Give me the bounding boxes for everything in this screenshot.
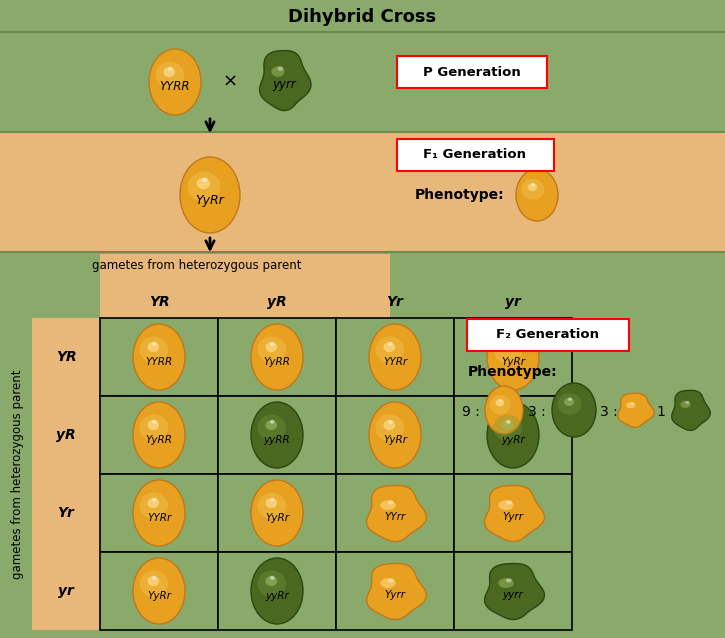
Ellipse shape <box>139 570 168 597</box>
Ellipse shape <box>188 172 220 202</box>
Ellipse shape <box>516 169 558 221</box>
Ellipse shape <box>681 401 690 408</box>
Ellipse shape <box>270 498 275 501</box>
Ellipse shape <box>388 500 394 505</box>
Text: Phenotype:: Phenotype: <box>415 188 505 202</box>
Text: F₂ Generation: F₂ Generation <box>497 329 600 341</box>
Text: yr: yr <box>58 584 74 598</box>
Ellipse shape <box>384 342 395 352</box>
Ellipse shape <box>558 393 581 415</box>
Ellipse shape <box>270 342 275 346</box>
Ellipse shape <box>278 66 283 71</box>
Ellipse shape <box>521 179 544 200</box>
Text: YyRr: YyRr <box>265 513 289 523</box>
FancyBboxPatch shape <box>32 318 100 630</box>
FancyBboxPatch shape <box>397 139 554 171</box>
Ellipse shape <box>265 576 277 586</box>
Text: YYRR: YYRR <box>160 80 190 93</box>
Text: yyrr: yyrr <box>502 590 523 600</box>
Text: 3 :: 3 : <box>528 405 546 419</box>
Ellipse shape <box>502 420 513 430</box>
Text: YR: YR <box>149 295 170 309</box>
FancyBboxPatch shape <box>336 552 454 630</box>
Ellipse shape <box>257 493 286 519</box>
Text: 3 :: 3 : <box>600 405 618 419</box>
Ellipse shape <box>265 498 277 508</box>
FancyBboxPatch shape <box>336 318 454 396</box>
Polygon shape <box>484 486 544 542</box>
Ellipse shape <box>139 415 168 441</box>
Text: YYRR: YYRR <box>146 357 173 367</box>
Ellipse shape <box>369 324 421 390</box>
FancyBboxPatch shape <box>218 552 336 630</box>
Ellipse shape <box>257 570 286 597</box>
Ellipse shape <box>531 183 535 186</box>
FancyBboxPatch shape <box>100 396 218 474</box>
Text: F₁ Generation: F₁ Generation <box>423 149 526 161</box>
Ellipse shape <box>496 399 504 406</box>
Ellipse shape <box>257 336 286 363</box>
Text: gametes from heterozygous parent: gametes from heterozygous parent <box>92 260 302 272</box>
Ellipse shape <box>265 342 277 352</box>
Ellipse shape <box>202 177 207 182</box>
Ellipse shape <box>149 49 201 115</box>
Ellipse shape <box>152 342 157 346</box>
Ellipse shape <box>139 336 168 363</box>
Ellipse shape <box>133 480 185 546</box>
Text: YyRr: YyRr <box>147 591 171 601</box>
Ellipse shape <box>155 61 184 88</box>
Ellipse shape <box>376 415 404 441</box>
Ellipse shape <box>139 493 168 519</box>
Text: 1: 1 <box>656 405 665 419</box>
Text: yR: yR <box>56 428 76 442</box>
Ellipse shape <box>257 415 286 441</box>
Text: yyRr: yyRr <box>265 591 289 601</box>
FancyBboxPatch shape <box>336 396 454 474</box>
Ellipse shape <box>152 576 157 580</box>
Ellipse shape <box>265 420 277 430</box>
Ellipse shape <box>147 576 159 586</box>
Polygon shape <box>618 393 654 427</box>
Text: P Generation: P Generation <box>423 66 521 78</box>
Ellipse shape <box>180 157 240 233</box>
Text: 9 :: 9 : <box>462 405 480 419</box>
Ellipse shape <box>485 386 523 434</box>
FancyBboxPatch shape <box>218 396 336 474</box>
Ellipse shape <box>251 324 303 390</box>
Ellipse shape <box>133 402 185 468</box>
Polygon shape <box>367 486 426 542</box>
Ellipse shape <box>568 397 572 401</box>
Ellipse shape <box>388 420 393 424</box>
Ellipse shape <box>487 402 539 468</box>
Ellipse shape <box>163 67 175 77</box>
Ellipse shape <box>147 342 159 352</box>
Text: YR: YR <box>56 350 76 364</box>
Ellipse shape <box>251 480 303 546</box>
Ellipse shape <box>251 558 303 624</box>
FancyBboxPatch shape <box>454 552 572 630</box>
Ellipse shape <box>490 395 510 414</box>
Ellipse shape <box>388 342 393 346</box>
FancyBboxPatch shape <box>454 396 572 474</box>
Text: YyRR: YyRR <box>146 435 173 445</box>
Ellipse shape <box>168 67 173 71</box>
Text: Yr: Yr <box>386 295 403 309</box>
Ellipse shape <box>498 578 514 588</box>
FancyBboxPatch shape <box>218 318 336 396</box>
Text: YYrr: YYrr <box>384 512 405 522</box>
Ellipse shape <box>506 342 510 346</box>
FancyBboxPatch shape <box>100 552 218 630</box>
Text: yyRr: yyRr <box>501 435 525 445</box>
Text: YyRr: YyRr <box>383 435 407 445</box>
Ellipse shape <box>381 500 396 510</box>
Ellipse shape <box>552 383 596 437</box>
Ellipse shape <box>152 498 157 501</box>
Text: gametes from heterozygous parent: gametes from heterozygous parent <box>12 369 25 579</box>
Ellipse shape <box>381 578 396 588</box>
Ellipse shape <box>133 558 185 624</box>
Ellipse shape <box>152 420 157 424</box>
FancyBboxPatch shape <box>454 474 572 552</box>
Text: yyrr: yyrr <box>272 78 296 91</box>
Ellipse shape <box>631 403 634 405</box>
